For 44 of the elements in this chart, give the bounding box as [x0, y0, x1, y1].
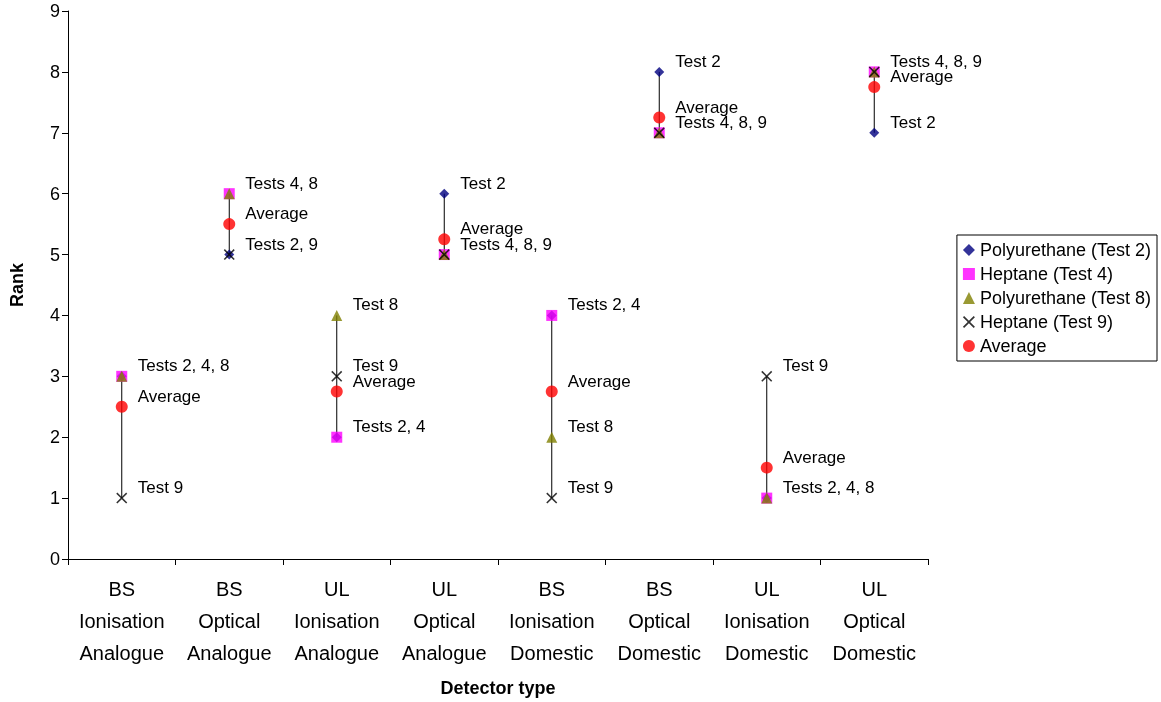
x-tick-label: UL Optical Domestic [832, 578, 916, 664]
y-axis-title: Rank [7, 262, 27, 308]
y-tick-label: 3 [49, 366, 60, 387]
y-tick-label: 8 [49, 61, 60, 82]
x-tick-label: BS Optical Domestic [617, 578, 701, 664]
annotation: Tests 2, 4 [567, 295, 641, 315]
y-tick-label: 1 [49, 488, 60, 509]
annotation: Test 8 [567, 417, 614, 437]
annotation: Test 2 [675, 51, 721, 71]
annotation: Test 9 [782, 356, 829, 376]
annotation: Average [137, 386, 201, 406]
y-tick-label: 0 [49, 549, 60, 569]
annotation: Average [460, 219, 524, 239]
annotation: Test 8 [352, 295, 399, 315]
x-tick-label: UL Ionisation Domestic [723, 578, 810, 664]
annotation: Tests 2, 9 [245, 234, 319, 254]
x-tick-label: BS Ionisation Domestic [508, 578, 595, 664]
annotation: Test 2 [460, 173, 506, 193]
annotation: Average [782, 447, 846, 467]
annotation: Tests 2, 4 [352, 417, 426, 437]
annotation: Test 9 [567, 478, 614, 498]
annotation: Test 2 [890, 112, 936, 132]
x-tick-label: UL Optical Analogue [401, 578, 487, 664]
y-tick-label: 9 [49, 1, 60, 21]
legend-label: Polyurethane (Test 8) [979, 288, 1152, 308]
annotation: Average [245, 204, 309, 224]
legend-label: Heptane (Test 4) [979, 264, 1113, 284]
x-tick-label: BS Optical Analogue [186, 578, 272, 664]
y-tick-label: 7 [49, 122, 60, 143]
annotation: Tests 2, 4, 8 [782, 478, 875, 498]
y-tick-label: 2 [49, 427, 60, 448]
y-tick-label: 4 [49, 305, 60, 326]
legend-label: Heptane (Test 9) [979, 312, 1113, 332]
annotation: Tests 4, 8 [245, 173, 319, 193]
legend-label: Polyurethane (Test 2) [979, 240, 1152, 260]
annotation: Test 9 [137, 478, 184, 498]
annotation: Average [567, 371, 631, 391]
x-tick-label: BS Ionisation Analogue [78, 578, 165, 664]
annotation: Tests 2, 4, 8 [137, 356, 230, 376]
y-tick-label: 6 [49, 183, 60, 204]
y-tick-label: 5 [49, 244, 60, 265]
x-axis-title: Detector type [440, 678, 556, 698]
x-tick-label: UL Ionisation Analogue [293, 578, 380, 664]
legend-label: Average [979, 336, 1047, 356]
